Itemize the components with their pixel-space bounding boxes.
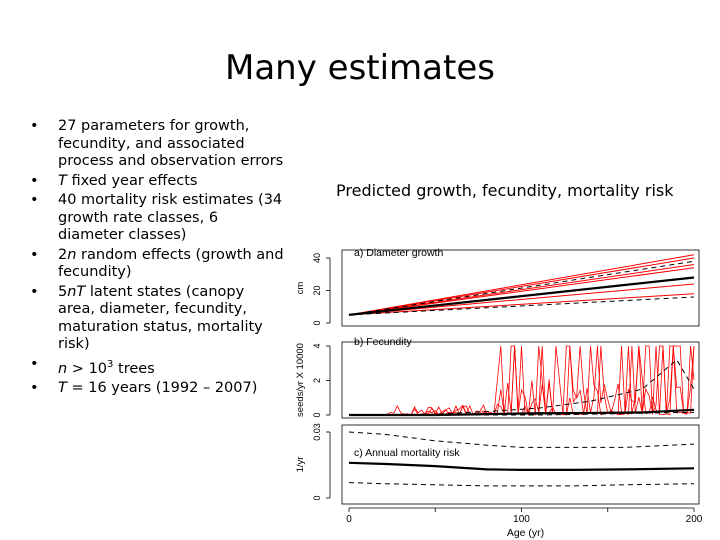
y-tick-label: 40 xyxy=(312,253,322,263)
series-tree-6 xyxy=(348,293,695,316)
bullet-item: • 2n random effects (growth and fecundity… xyxy=(30,247,285,282)
y-axis-label: cm xyxy=(295,282,306,295)
bullet-dot: • xyxy=(30,379,39,396)
series-mean xyxy=(348,461,695,471)
y-tick-label: 2 xyxy=(312,378,322,383)
y-tick-label: 0 xyxy=(312,495,322,500)
series-upper xyxy=(348,359,695,416)
y-axis-label: seeds/yr X 10000 xyxy=(295,343,306,417)
panel-title: a) Diameter growth xyxy=(354,247,443,259)
x-axis-label: Age (yr) xyxy=(507,527,544,539)
bullet-dot: • xyxy=(30,283,39,300)
bullet-item: • T = 16 years (1992 – 2007) xyxy=(30,380,285,398)
y-tick-label: 0.03 xyxy=(312,423,322,441)
x-tick-label: 0 xyxy=(346,514,352,525)
series-lower xyxy=(349,411,694,416)
y-tick-label: 4 xyxy=(312,343,322,348)
bullet-text: latent states (canopy area, diameter, fe… xyxy=(58,283,263,353)
bullet-text: random effects (growth and fecundity) xyxy=(58,246,284,281)
bullet-text: 27 parameters for growth, fecundity, and… xyxy=(58,118,284,169)
bullet-prefix: 2 xyxy=(58,246,68,263)
series-tree-4 xyxy=(348,267,695,316)
panel-frame xyxy=(341,424,700,505)
bullet-dot: • xyxy=(30,246,39,263)
y-tick-label: 0 xyxy=(312,412,322,417)
bullet-em: T xyxy=(58,379,67,396)
bullet-prefix: 5 xyxy=(58,283,68,300)
series-mean xyxy=(348,276,695,316)
bullet-text: > 10 xyxy=(67,360,108,377)
slide-title: Many estimates xyxy=(225,48,495,88)
bullet-dot: • xyxy=(30,192,39,208)
bullet-item: • n > 103 trees xyxy=(30,356,285,378)
panel-frame xyxy=(341,249,700,327)
series-tree-2 xyxy=(348,257,695,316)
bullet-em: T xyxy=(58,172,67,189)
bullet-item: • 27 parameters for growth, fecundity, an… xyxy=(30,118,285,171)
series-tree-3 xyxy=(348,264,695,316)
bullet-item: • T fixed year effects xyxy=(30,173,285,191)
y-tick-label: 20 xyxy=(312,285,322,295)
bullet-item: • 40 mortality risk estimates (34 growth … xyxy=(30,192,285,245)
bullet-em: n xyxy=(58,360,68,377)
bullet-text: 40 mortality risk estimates (34 growth r… xyxy=(58,192,283,243)
bullet-dot: • xyxy=(30,172,39,189)
series-lower xyxy=(348,296,695,316)
series-tree-1 xyxy=(348,254,695,316)
series-lower xyxy=(348,482,695,487)
series-upper xyxy=(348,260,695,316)
x-tick-label: 100 xyxy=(513,514,530,525)
bullet-em: n xyxy=(67,246,77,263)
bullet-em: nT xyxy=(67,283,86,300)
bullet-dot: • xyxy=(30,118,39,134)
panel-title: c) Annual mortality risk xyxy=(354,447,460,459)
bullet-item: • 5nT latent states (canopy area, diamete… xyxy=(30,284,285,354)
bullet-text: = 16 years (1992 – 2007) xyxy=(66,379,258,396)
x-tick-label: 200 xyxy=(686,514,703,525)
y-tick-label: 0 xyxy=(312,320,322,325)
bullet-text: fixed year effects xyxy=(66,172,198,189)
panel-title: b) Fecundity xyxy=(354,336,413,348)
bullet-dot: • xyxy=(30,355,39,372)
series-individual-trees xyxy=(349,345,695,416)
series-upper xyxy=(348,431,695,448)
bullet-list: • 27 parameters for growth, fecundity, an… xyxy=(30,118,285,399)
bullet-text: trees xyxy=(113,360,155,377)
bullet-sup: 3 xyxy=(107,358,114,370)
y-axis-label: 1/yr xyxy=(295,457,306,473)
chart-caption: Predicted growth, fecundity, mortality r… xyxy=(336,181,674,200)
panel-frame xyxy=(341,341,700,419)
